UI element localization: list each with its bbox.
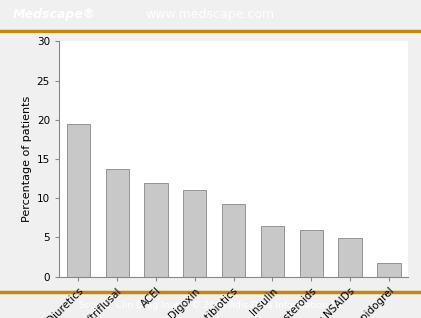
Bar: [67, 124, 90, 277]
Bar: [338, 238, 362, 277]
Text: Source: Clin Drug Invest © 2005 Adis Data Information BV: Source: Clin Drug Invest © 2005 Adis Dat…: [79, 301, 342, 310]
Text: www.medscape.com: www.medscape.com: [146, 8, 275, 21]
Bar: [183, 190, 206, 277]
Bar: [106, 169, 129, 277]
Bar: [222, 204, 245, 277]
Text: Medscape®: Medscape®: [13, 8, 96, 21]
Y-axis label: Percentage of patients: Percentage of patients: [22, 96, 32, 222]
Bar: [261, 226, 284, 277]
Bar: [377, 263, 401, 277]
Bar: [300, 230, 323, 277]
Bar: [144, 183, 168, 277]
